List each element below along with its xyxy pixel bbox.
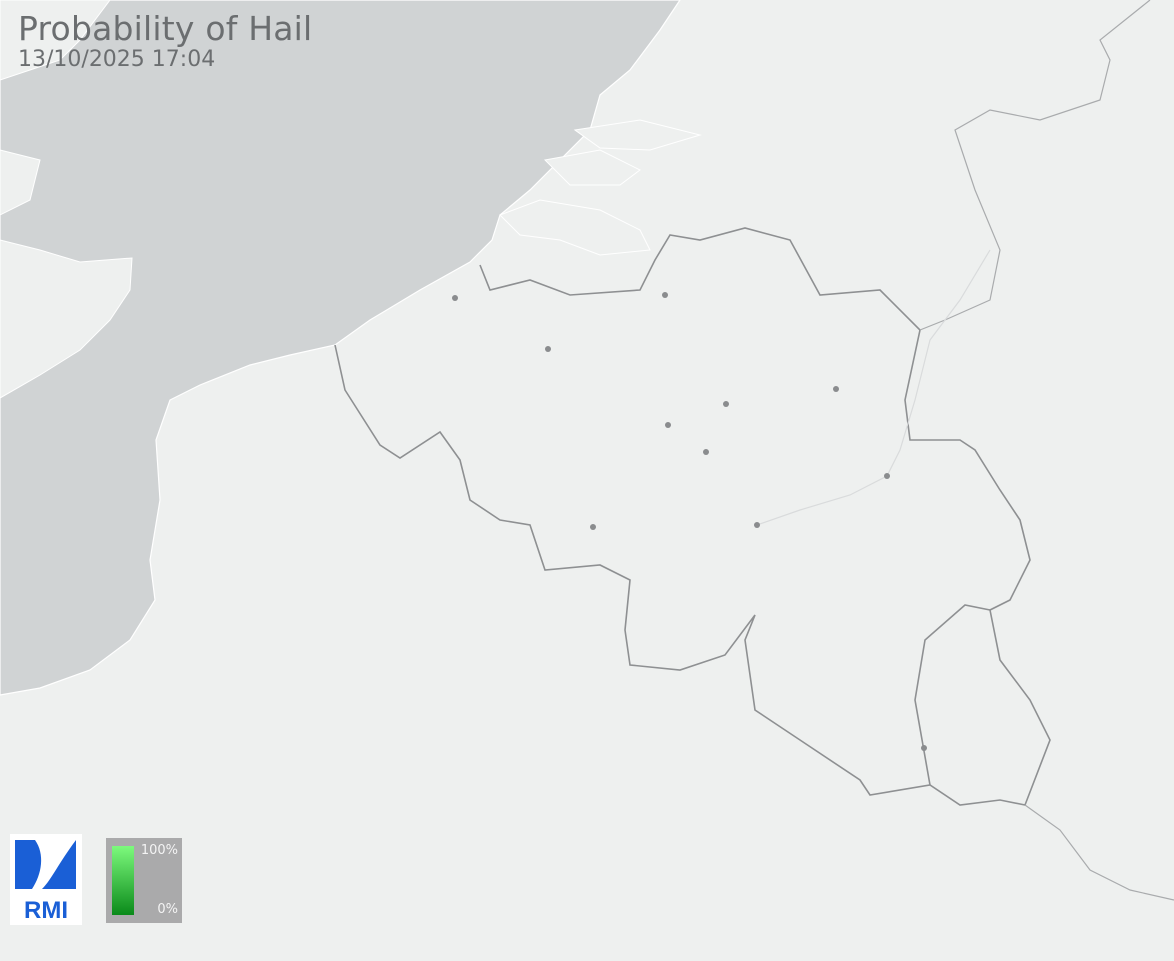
rmi-logo: RMI	[10, 834, 82, 925]
sea	[0, 0, 681, 696]
city-dot[interactable]	[665, 422, 671, 428]
rmi-logo-icon	[15, 840, 76, 889]
england-coast	[0, 239, 133, 399]
city-markers	[452, 292, 927, 751]
england-north	[0, 0, 111, 216]
netherlands-germany-border	[919, 0, 1151, 331]
legend-min-label: 0%	[157, 902, 178, 917]
city-dot[interactable]	[754, 522, 760, 528]
city-dot[interactable]	[590, 524, 596, 530]
probability-legend: 100% 0%	[106, 838, 182, 923]
city-dot[interactable]	[723, 401, 729, 407]
legend-color-bar	[112, 846, 134, 915]
city-dot[interactable]	[703, 449, 709, 455]
river-meuse	[756, 249, 991, 526]
map-timestamp: 13/10/2025 17:04	[18, 47, 216, 72]
luxembourg-border	[914, 604, 991, 786]
city-dot[interactable]	[884, 473, 890, 479]
map-title: Probability of Hail	[18, 9, 313, 48]
city-dot[interactable]	[921, 745, 927, 751]
city-dot[interactable]	[662, 292, 668, 298]
germany-france-border	[1024, 804, 1174, 901]
city-dot[interactable]	[545, 346, 551, 352]
belgium-border	[334, 227, 1051, 806]
city-dot[interactable]	[833, 386, 839, 392]
logo-text: RMI	[24, 897, 68, 924]
city-dot[interactable]	[452, 295, 458, 301]
zeeland-islands	[499, 119, 702, 256]
legend-max-label: 100%	[140, 843, 178, 858]
